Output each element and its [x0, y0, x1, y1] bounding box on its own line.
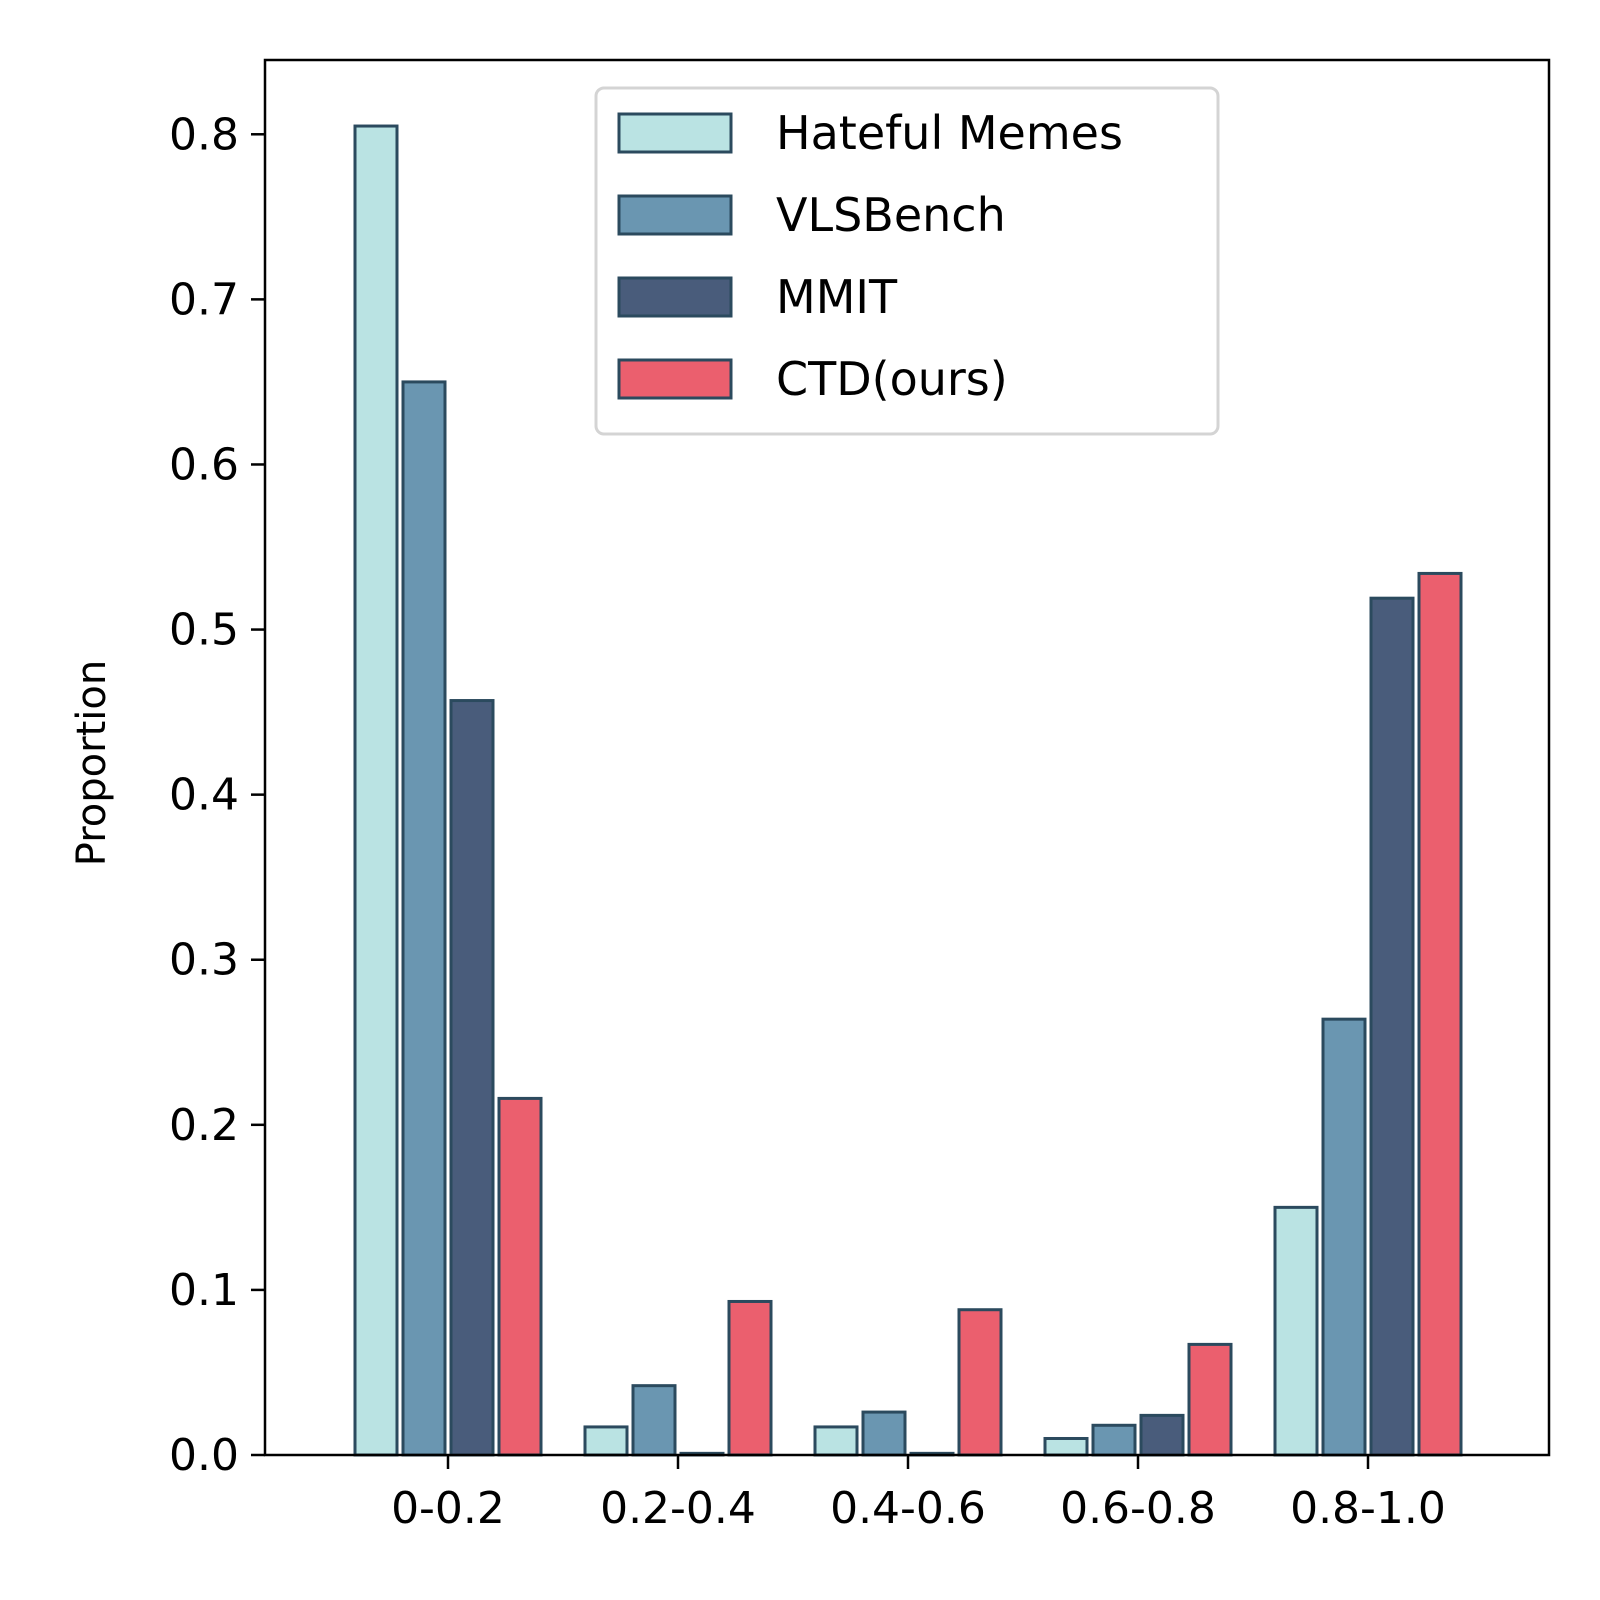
bar-hateful-memes-0.6-0.8	[1043, 1436, 1089, 1457]
y-axis-label: Proportion	[69, 660, 115, 866]
bar-vlsbench-0.4-0.6	[861, 1410, 907, 1457]
bar-hateful-memes-0.4-0.6	[813, 1425, 859, 1457]
bar-mmit-0-0.2	[449, 699, 495, 1457]
bar-vlsbench-0.8-1.0	[1321, 1017, 1367, 1457]
bar-vlsbench-0-0.2	[401, 380, 447, 1457]
bar-ctd-ours--0.8-1.0	[1417, 571, 1463, 1457]
legend-swatch	[617, 358, 733, 400]
bar-hateful-memes-0-0.2	[353, 124, 399, 1457]
bar-vlsbench-0.2-0.4	[631, 1384, 677, 1457]
bar-hateful-memes-0.2-0.4	[583, 1425, 629, 1457]
x-tick-label: 0.6-0.8	[1060, 1483, 1216, 1534]
y-tick-label: 0.6	[169, 439, 239, 490]
x-tick-label: 0.8-1.0	[1290, 1483, 1446, 1534]
bar-ctd-ours--0.2-0.4	[727, 1299, 773, 1457]
x-tick-label: 0.4-0.6	[830, 1483, 986, 1534]
legend: Hateful Memes VLSBench MMIT CTD(ours)	[594, 86, 1220, 436]
legend-swatch	[617, 276, 733, 318]
x-tick-label: 0.2-0.4	[600, 1483, 756, 1534]
bar-mmit-0.8-1.0	[1369, 596, 1415, 1457]
legend-swatch	[617, 112, 733, 154]
y-tick-label: 0.0	[169, 1430, 239, 1481]
bars-layer	[353, 124, 1463, 1457]
bar-ctd-ours--0.6-0.8	[1187, 1342, 1233, 1457]
bar-ctd-ours--0.4-0.6	[957, 1308, 1003, 1457]
legend-label: CTD(ours)	[776, 352, 1008, 406]
x-tick-label: 0-0.2	[391, 1483, 505, 1534]
y-tick-label: 0.4	[169, 770, 239, 821]
y-tick-label: 0.8	[169, 109, 239, 160]
bar-vlsbench-0.6-0.8	[1091, 1423, 1137, 1457]
legend-box	[594, 86, 1220, 436]
bar-hateful-memes-0.8-1.0	[1273, 1205, 1319, 1457]
y-tick-label: 0.2	[169, 1100, 239, 1151]
y-tick-label: 0.7	[169, 274, 239, 325]
bar-mmit-0.6-0.8	[1139, 1413, 1185, 1457]
legend-label: Hateful Memes	[776, 106, 1123, 160]
legend-swatch	[617, 194, 733, 236]
x-axis: 0-0.2 0.2-0.4 0.4-0.6 0.6-0.8 0.8-1.0	[391, 1455, 1446, 1534]
y-tick-label: 0.1	[169, 1265, 239, 1316]
legend-label: MMIT	[776, 270, 898, 324]
legend-label: VLSBench	[776, 188, 1006, 242]
y-tick-label: 0.3	[169, 935, 239, 986]
y-axis: 0.0 0.1 0.2 0.3 0.4 0.5 0.6 0.7 0.8	[169, 109, 265, 1481]
y-tick-label: 0.5	[169, 605, 239, 656]
bar-ctd-ours--0-0.2	[497, 1096, 543, 1457]
